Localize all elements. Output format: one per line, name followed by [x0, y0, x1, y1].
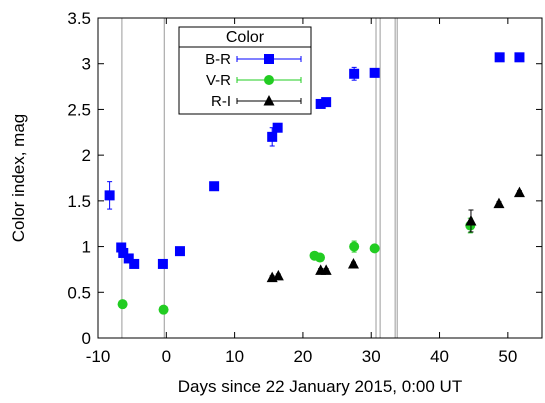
- x-tick-label: 50: [498, 347, 517, 366]
- x-tick-label: 30: [362, 347, 381, 366]
- legend-marker: [264, 75, 274, 85]
- y-tick-label: 0.5: [67, 283, 91, 302]
- data-point: [349, 68, 360, 79]
- x-tick-label: 40: [430, 347, 449, 366]
- y-tick-label: 1: [82, 238, 91, 257]
- data-point: [514, 52, 525, 63]
- data-point: [465, 214, 477, 226]
- data-point: [158, 304, 169, 315]
- data-point: [347, 257, 359, 269]
- data-point: [209, 181, 220, 192]
- data-point: [494, 52, 505, 63]
- data-point: [123, 253, 134, 264]
- series-v-r: [117, 217, 476, 315]
- y-tick-label: 2: [82, 146, 91, 165]
- legend-entry-b-r: B-R: [205, 51, 302, 68]
- legend: Color B-R V-R R-I: [178, 26, 312, 115]
- legend-title: Color: [226, 29, 265, 46]
- data-point: [315, 98, 326, 109]
- y-tick-label: 3.5: [67, 9, 91, 28]
- data-point: [369, 243, 380, 254]
- legend-marker: [263, 95, 275, 106]
- y-tick-label: 0: [82, 329, 91, 348]
- data-point: [320, 264, 332, 275]
- legend-box: [178, 26, 312, 115]
- series-layer: [104, 52, 525, 315]
- data-point: [321, 97, 332, 108]
- data-point: [349, 241, 360, 252]
- data-point: [369, 67, 380, 78]
- series-r-i: [266, 186, 525, 283]
- legend-label: R-I: [211, 93, 231, 110]
- data-point: [513, 186, 525, 198]
- data-point: [104, 190, 115, 201]
- y-axis-title: Color index, mag: [9, 114, 28, 243]
- data-point: [174, 246, 185, 257]
- data-point: [272, 269, 284, 281]
- legend-entry-r-i: R-I: [211, 93, 302, 110]
- legend-label: B-R: [205, 51, 231, 68]
- plot-frame: [97, 17, 543, 339]
- data-point: [129, 258, 140, 269]
- data-point: [272, 122, 283, 133]
- x-tick-label: 10: [225, 347, 244, 366]
- data-point: [118, 247, 129, 258]
- y-tick-label: 2.5: [67, 100, 91, 119]
- x-axis-title: Days since 22 January 2015, 0:00 UT: [178, 377, 462, 396]
- y-tick-label: 3: [82, 55, 91, 74]
- x-tick-label: 20: [293, 347, 312, 366]
- y-tick-label: 1.5: [67, 192, 91, 211]
- data-point: [117, 299, 128, 310]
- legend-marker: [264, 54, 274, 64]
- data-point: [116, 242, 127, 253]
- data-point: [315, 252, 325, 263]
- series-b-r: [104, 52, 525, 269]
- legend-entries: B-R V-R R-I: [205, 51, 302, 110]
- data-point: [493, 197, 505, 209]
- x-tick-label: -10: [86, 347, 111, 366]
- legend-entry-v-r: V-R: [206, 72, 302, 89]
- legend-label: V-R: [206, 72, 231, 89]
- data-point: [267, 131, 278, 142]
- data-point: [157, 258, 168, 269]
- x-tick-label: 0: [162, 347, 171, 366]
